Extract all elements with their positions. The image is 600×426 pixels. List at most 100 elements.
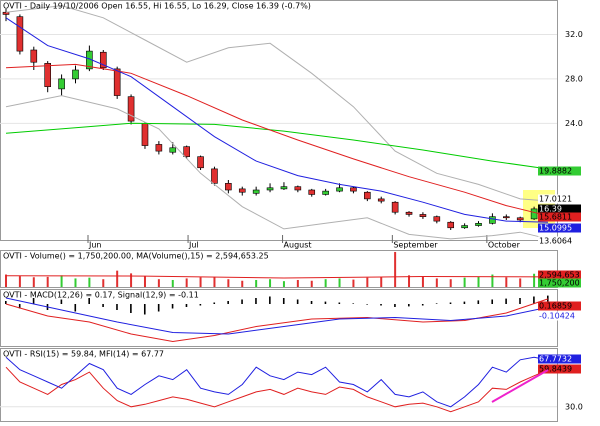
- macd-bar: [352, 303, 355, 304]
- volume-bar: [435, 278, 438, 287]
- value-label: 0.16859: [539, 302, 572, 311]
- macd-bar: [116, 304, 118, 310]
- volume-bar: [338, 278, 341, 287]
- macd-bar: [477, 300, 480, 304]
- macd-bar: [394, 304, 396, 307]
- macd-bar: [32, 298, 35, 304]
- candle-body: [350, 187, 357, 192]
- candle-body: [447, 221, 455, 229]
- value-label: 2,594,653: [539, 271, 580, 280]
- value-label-box: [538, 204, 581, 214]
- value-label-box: [538, 364, 581, 374]
- candle-body: [2, 11, 10, 15]
- volume-bar: [477, 276, 480, 287]
- value-label-box: [538, 301, 581, 311]
- macd-bar: [408, 304, 410, 307]
- candle-body: [197, 156, 204, 169]
- volume-bar: [324, 279, 327, 287]
- candle-body: [155, 144, 163, 152]
- volume-bar: [241, 280, 244, 287]
- candle-body: [238, 188, 246, 193]
- macd-bar: [463, 301, 466, 304]
- value-label-box: [538, 278, 581, 288]
- value-label-box: [538, 212, 581, 222]
- candle-body: [72, 69, 79, 80]
- candle-body: [252, 189, 260, 194]
- candle-body: [433, 216, 441, 222]
- panel-frame: [0, 0, 558, 241]
- macd-bar: [505, 298, 507, 304]
- x-tick-label: August: [284, 241, 312, 250]
- macd-bar: [74, 304, 77, 312]
- volume-bar: [352, 279, 355, 287]
- indicator-line: [5, 63, 549, 217]
- macd-bar: [130, 304, 132, 313]
- macd-bar: [171, 304, 174, 309]
- x-tick-label: October: [488, 241, 521, 250]
- candle-body: [530, 208, 538, 220]
- candle-body: [419, 214, 427, 217]
- panel-title: OVTI - RSI(15) = 59.84, MFI(14) = 67.77: [3, 350, 164, 359]
- value-label: -0.10424: [539, 312, 575, 321]
- volume-bar: [213, 276, 216, 287]
- volume-bar: [533, 273, 536, 287]
- candle-body: [183, 146, 190, 157]
- macd-bar: [241, 299, 243, 304]
- candle-body: [127, 96, 135, 122]
- macd-bar: [310, 301, 313, 304]
- candle-body: [99, 51, 107, 69]
- indicator-line: [5, 297, 549, 335]
- indicator-line: [5, 122, 549, 170]
- volume-bar: [255, 279, 258, 287]
- volume-bar: [60, 275, 63, 287]
- volume-bar: [366, 277, 369, 287]
- volume-bar: [408, 275, 411, 287]
- indicator-line: [5, 95, 549, 240]
- macd-bar: [269, 296, 271, 304]
- value-label: 17.0121: [539, 195, 572, 204]
- volume-bar: [269, 279, 272, 287]
- macd-bar: [227, 301, 229, 304]
- macd-bar: [255, 298, 257, 304]
- candle-body: [489, 216, 496, 224]
- volume-bar: [88, 277, 91, 287]
- panel-title: OVTI - Daily 19/10/2006 Open 16.55, Hi 1…: [3, 2, 311, 11]
- volume-bar: [18, 276, 21, 287]
- candle-body: [113, 68, 121, 96]
- volume-bar: [310, 280, 313, 287]
- value-label-box: [538, 194, 581, 204]
- macd-bar: [282, 298, 285, 304]
- volume-bar: [380, 276, 383, 287]
- macd-bar: [213, 302, 216, 304]
- volume-bar: [5, 274, 7, 287]
- indicator-line: [5, 356, 549, 408]
- macd-bar: [199, 304, 202, 306]
- panel-frame: [0, 348, 558, 422]
- value-label: 59.8439: [539, 365, 572, 374]
- value-label-box: [538, 223, 581, 233]
- volume-bar: [46, 276, 49, 287]
- macd-bar: [519, 298, 521, 304]
- volume-bar: [32, 277, 35, 287]
- macd-bar: [143, 304, 146, 315]
- macd-bar: [533, 296, 535, 304]
- macd-bar: [102, 304, 104, 307]
- macd-bar: [547, 295, 549, 304]
- y-tick-label: 32.0: [565, 30, 583, 39]
- value-label: 1,750,200: [539, 279, 580, 288]
- volume-bar: [199, 277, 202, 287]
- macd-bar: [18, 304, 21, 309]
- value-label: 13.6064: [539, 237, 572, 246]
- panel-title: OVTI - Volume() = 1,750,200.00, MA(Volum…: [3, 252, 269, 261]
- marks: 32.0 28.0 24.0 Jun Jul August September October…: [0, 0, 583, 422]
- indicator-line: [5, 366, 549, 413]
- y-tick-label: 28.0: [565, 74, 583, 83]
- macd-bar: [157, 304, 160, 312]
- macd-bar: [435, 303, 438, 304]
- volume-bar: [505, 277, 508, 287]
- candle-body: [266, 187, 274, 191]
- value-label-box: [538, 166, 581, 176]
- volume-bar: [463, 277, 466, 287]
- volume-bar: [74, 278, 77, 287]
